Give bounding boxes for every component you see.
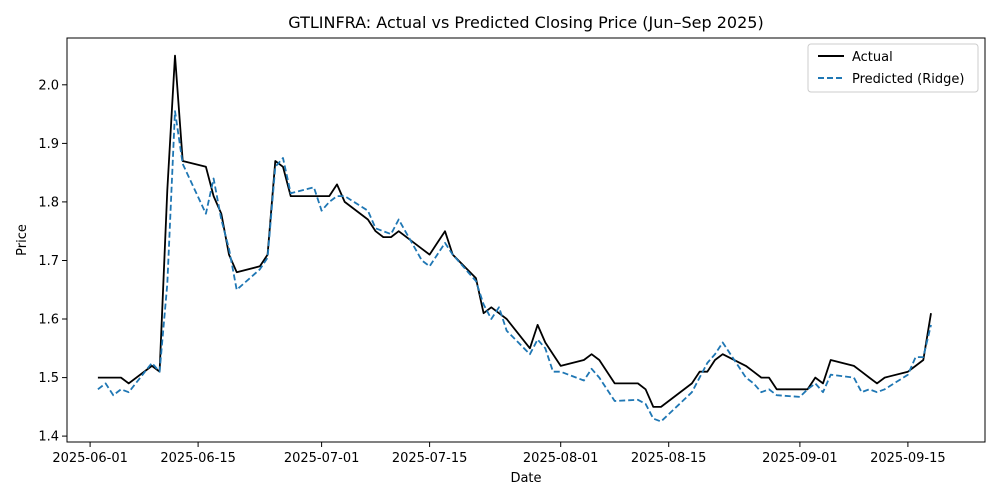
chart-title: GTLINFRA: Actual vs Predicted Closing Pr…: [288, 13, 763, 32]
x-tick-label: 2025-08-15: [631, 451, 707, 466]
y-tick-label: 1.6: [38, 313, 59, 328]
x-tick-label: 2025-06-15: [160, 451, 236, 466]
plot-area: [66, 37, 986, 443]
x-axis-label: Date: [510, 471, 541, 486]
x-axis: 2025-06-01 2025-06-15 2025-07-01 2025-07-15…: [52, 442, 946, 466]
x-tick-label: 2025-08-01: [523, 451, 599, 466]
x-tick-label: 2025-09-01: [762, 451, 838, 466]
y-tick-label: 1.9: [38, 137, 59, 152]
legend-box: [807, 43, 979, 93]
x-tick-label: 2025-09-15: [870, 451, 946, 466]
legend-label-predicted: Predicted (Ridge): [852, 72, 964, 87]
x-tick-label: 2025-07-01: [284, 451, 360, 466]
y-axis-label: Price: [15, 224, 30, 256]
series-line-actual: [97, 54, 932, 408]
x-tick-label: 2025-07-15: [392, 451, 468, 466]
series-line-predicted: [97, 110, 932, 423]
y-tick-label: 2.0: [38, 78, 59, 93]
y-tick-label: 1.7: [38, 254, 59, 269]
y-axis: 1.4 1.5 1.6 1.7 1.8 1.9 2.0: [38, 78, 67, 445]
legend: Actual Predicted (Ridge): [807, 43, 979, 93]
x-tick-label: 2025-06-01: [52, 451, 128, 466]
y-tick-label: 1.5: [38, 371, 59, 386]
y-tick-label: 1.4: [38, 430, 59, 445]
legend-label-actual: Actual: [852, 50, 893, 65]
y-tick-label: 1.8: [38, 195, 59, 210]
series-layer: [97, 54, 932, 423]
